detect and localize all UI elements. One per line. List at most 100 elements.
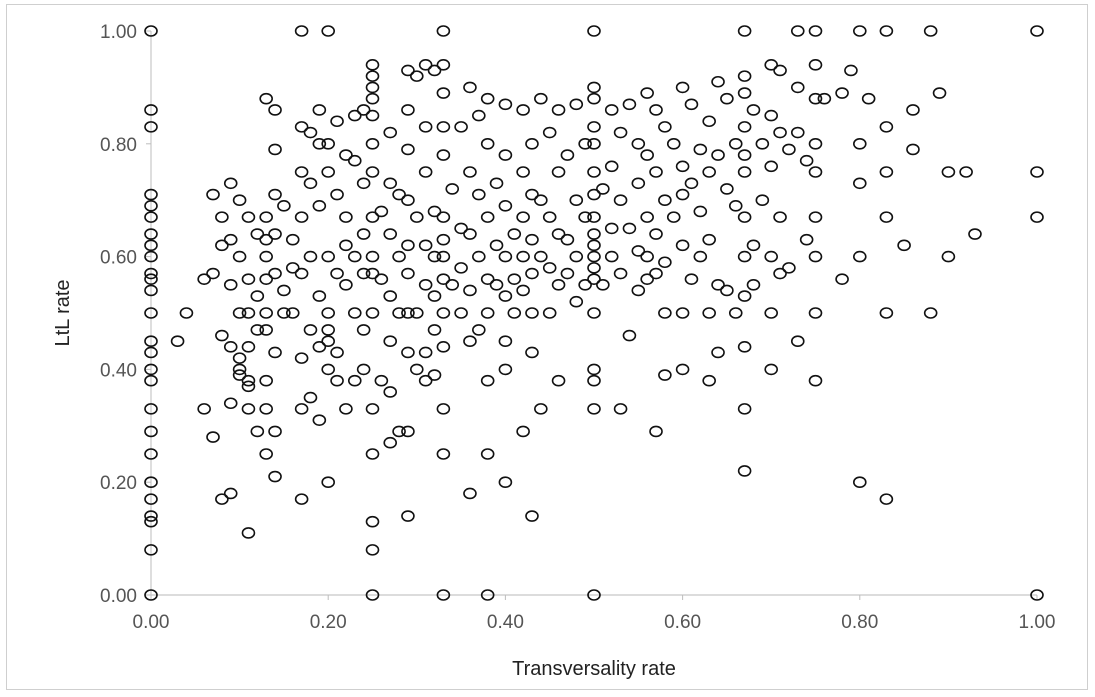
data-point xyxy=(223,487,238,500)
data-point xyxy=(604,160,619,173)
data-point xyxy=(144,448,158,460)
data-point xyxy=(427,64,442,77)
data-point xyxy=(879,121,894,133)
data-point xyxy=(808,138,823,150)
data-point xyxy=(666,138,681,150)
data-point xyxy=(720,183,734,195)
data-point xyxy=(720,284,734,297)
data-point xyxy=(365,515,380,528)
data-point xyxy=(294,25,309,37)
data-point xyxy=(259,211,273,223)
data-point xyxy=(737,403,752,415)
data-point xyxy=(339,149,353,161)
data-point xyxy=(312,138,327,150)
data-point xyxy=(649,104,663,116)
data-point xyxy=(206,431,220,443)
data-point xyxy=(658,194,672,206)
data-point xyxy=(312,200,327,212)
data-point xyxy=(755,138,770,150)
data-point xyxy=(658,121,672,133)
data-point xyxy=(418,121,433,133)
data-point xyxy=(383,335,398,348)
data-point xyxy=(268,143,282,156)
data-point xyxy=(852,25,867,37)
data-point xyxy=(852,476,867,489)
data-point xyxy=(808,307,823,319)
x-tick-label: 0.60 xyxy=(664,612,701,633)
data-point xyxy=(551,374,566,387)
data-point xyxy=(817,92,832,105)
data-point xyxy=(330,267,344,280)
data-point xyxy=(365,448,380,460)
data-point xyxy=(144,544,158,556)
points xyxy=(144,25,1044,601)
data-point xyxy=(596,278,610,291)
data-point xyxy=(454,121,468,133)
data-point xyxy=(259,448,273,460)
data-point xyxy=(445,278,460,291)
data-point xyxy=(144,188,158,201)
data-point xyxy=(436,341,451,353)
data-point xyxy=(737,465,752,477)
data-point xyxy=(427,324,442,336)
data-point xyxy=(516,104,530,116)
data-point xyxy=(259,374,273,387)
data-point xyxy=(622,222,637,235)
data-point xyxy=(472,188,486,201)
data-point xyxy=(480,589,495,601)
data-point xyxy=(658,307,672,319)
data-point xyxy=(436,307,451,319)
data-point xyxy=(799,154,814,167)
data-point xyxy=(144,239,158,252)
data-point xyxy=(675,363,690,376)
data-point xyxy=(463,284,477,297)
x-axis-title: Transversality rate xyxy=(512,658,676,680)
x-tick-label: 1.00 xyxy=(1019,612,1056,633)
data-point xyxy=(365,403,380,415)
data-point xyxy=(436,121,451,133)
data-point xyxy=(737,121,752,133)
data-point xyxy=(516,284,530,297)
data-point xyxy=(250,324,265,336)
data-point xyxy=(365,138,380,150)
data-point xyxy=(321,307,336,319)
data-point xyxy=(250,228,265,240)
data-point xyxy=(303,126,318,139)
data-point xyxy=(489,239,504,252)
data-point xyxy=(294,493,309,505)
data-point xyxy=(941,166,956,178)
data-point xyxy=(790,335,805,348)
data-point xyxy=(737,25,752,37)
data-point xyxy=(241,527,256,539)
data-point xyxy=(241,211,256,223)
data-point xyxy=(560,267,575,280)
data-point xyxy=(764,250,779,263)
data-point xyxy=(498,250,513,263)
data-point xyxy=(906,143,920,156)
data-point xyxy=(144,228,158,240)
data-point xyxy=(693,143,708,156)
data-point xyxy=(516,166,530,178)
data-point xyxy=(365,307,380,319)
data-point xyxy=(144,403,158,415)
data-point xyxy=(277,307,291,319)
data-point xyxy=(764,109,779,122)
data-point xyxy=(144,267,158,280)
data-point xyxy=(702,166,716,178)
data-point xyxy=(658,369,672,381)
data-point xyxy=(392,188,406,201)
data-point xyxy=(259,92,273,105)
x-tick-label: 0.00 xyxy=(133,612,170,633)
data-point xyxy=(472,324,486,336)
data-point xyxy=(241,403,256,415)
data-point xyxy=(675,81,690,94)
data-point xyxy=(436,233,451,246)
data-point xyxy=(463,335,477,348)
data-point xyxy=(684,177,699,190)
data-point xyxy=(303,391,318,404)
data-point xyxy=(587,273,601,285)
data-point xyxy=(720,92,734,105)
data-point xyxy=(852,250,867,263)
data-point xyxy=(631,138,646,150)
data-point xyxy=(737,87,752,99)
